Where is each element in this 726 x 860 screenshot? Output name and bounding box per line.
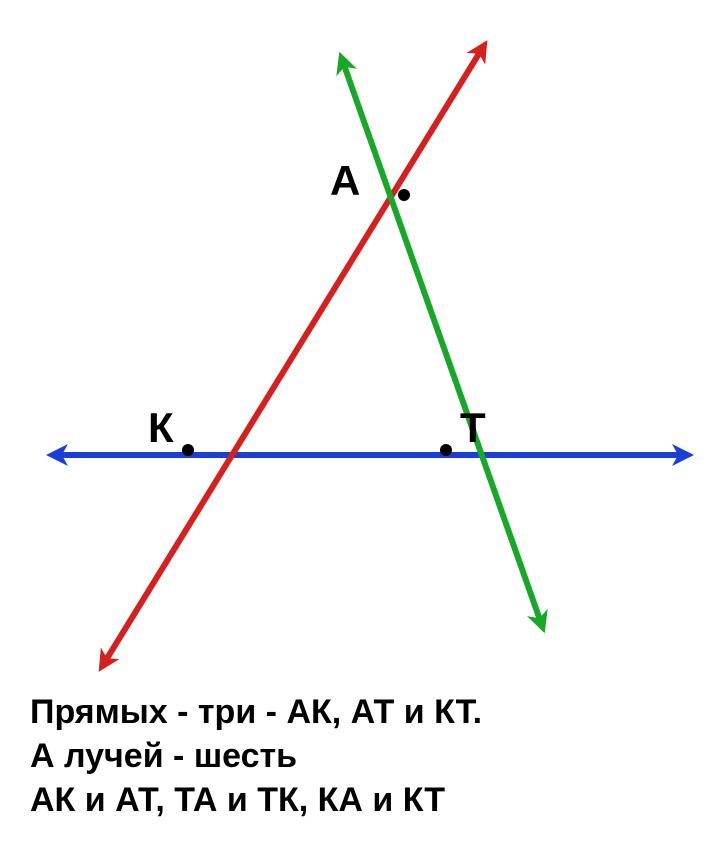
point-A [398, 189, 410, 201]
answer-line-2: А лучей - шесть [30, 734, 482, 778]
answer-line-3: АК и АТ, ТА и ТК, КА и КТ [30, 778, 482, 822]
line-KA_red [106, 52, 480, 660]
geometry-diagram: А К Т [0, 0, 726, 680]
point-T [440, 444, 452, 456]
point-label-A: А [330, 157, 360, 204]
answer-line-1: Прямых - три - АК, АТ и КТ. [30, 690, 482, 734]
point-label-T: Т [460, 404, 486, 451]
answer-text: Прямых - три - АК, АТ и КТ. А лучей - ше… [30, 690, 482, 823]
point-K [182, 444, 194, 456]
line-AT_green [344, 65, 540, 620]
point-label-K: К [148, 404, 174, 451]
diagram-svg: А К Т [0, 0, 726, 680]
